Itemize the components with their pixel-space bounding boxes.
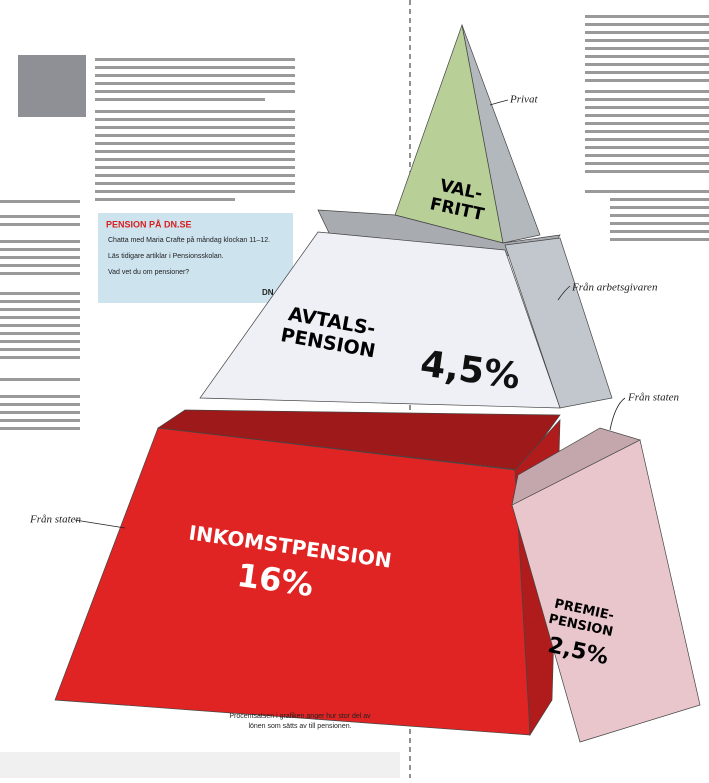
infobox-item: Vad vet du om pensioner?: [108, 269, 189, 276]
infobox: PENSION PÅ DN.SE Chatta med Maria Crafte…: [98, 213, 293, 303]
annotation: Från arbetsgivaren: [571, 282, 658, 294]
annotation: Från staten: [29, 514, 82, 526]
infobox-item: Chatta med Maria Crafte på måndag klocka…: [108, 236, 270, 244]
infobox-title: PENSION PÅ DN.SE: [106, 219, 192, 229]
annotation: Från staten: [627, 392, 680, 404]
infobox-item: Läs tidigare artiklar i Pensionsskolan.: [108, 253, 224, 260]
footnote: Procentsatsen i grafiken anger hur stor …: [229, 713, 371, 720]
annotation: Privat: [509, 94, 538, 106]
page: PENSION PÅ DN.SE Chatta med Maria Crafte…: [0, 0, 709, 778]
footnote: lönen som sätts av till pensionen.: [248, 723, 351, 730]
